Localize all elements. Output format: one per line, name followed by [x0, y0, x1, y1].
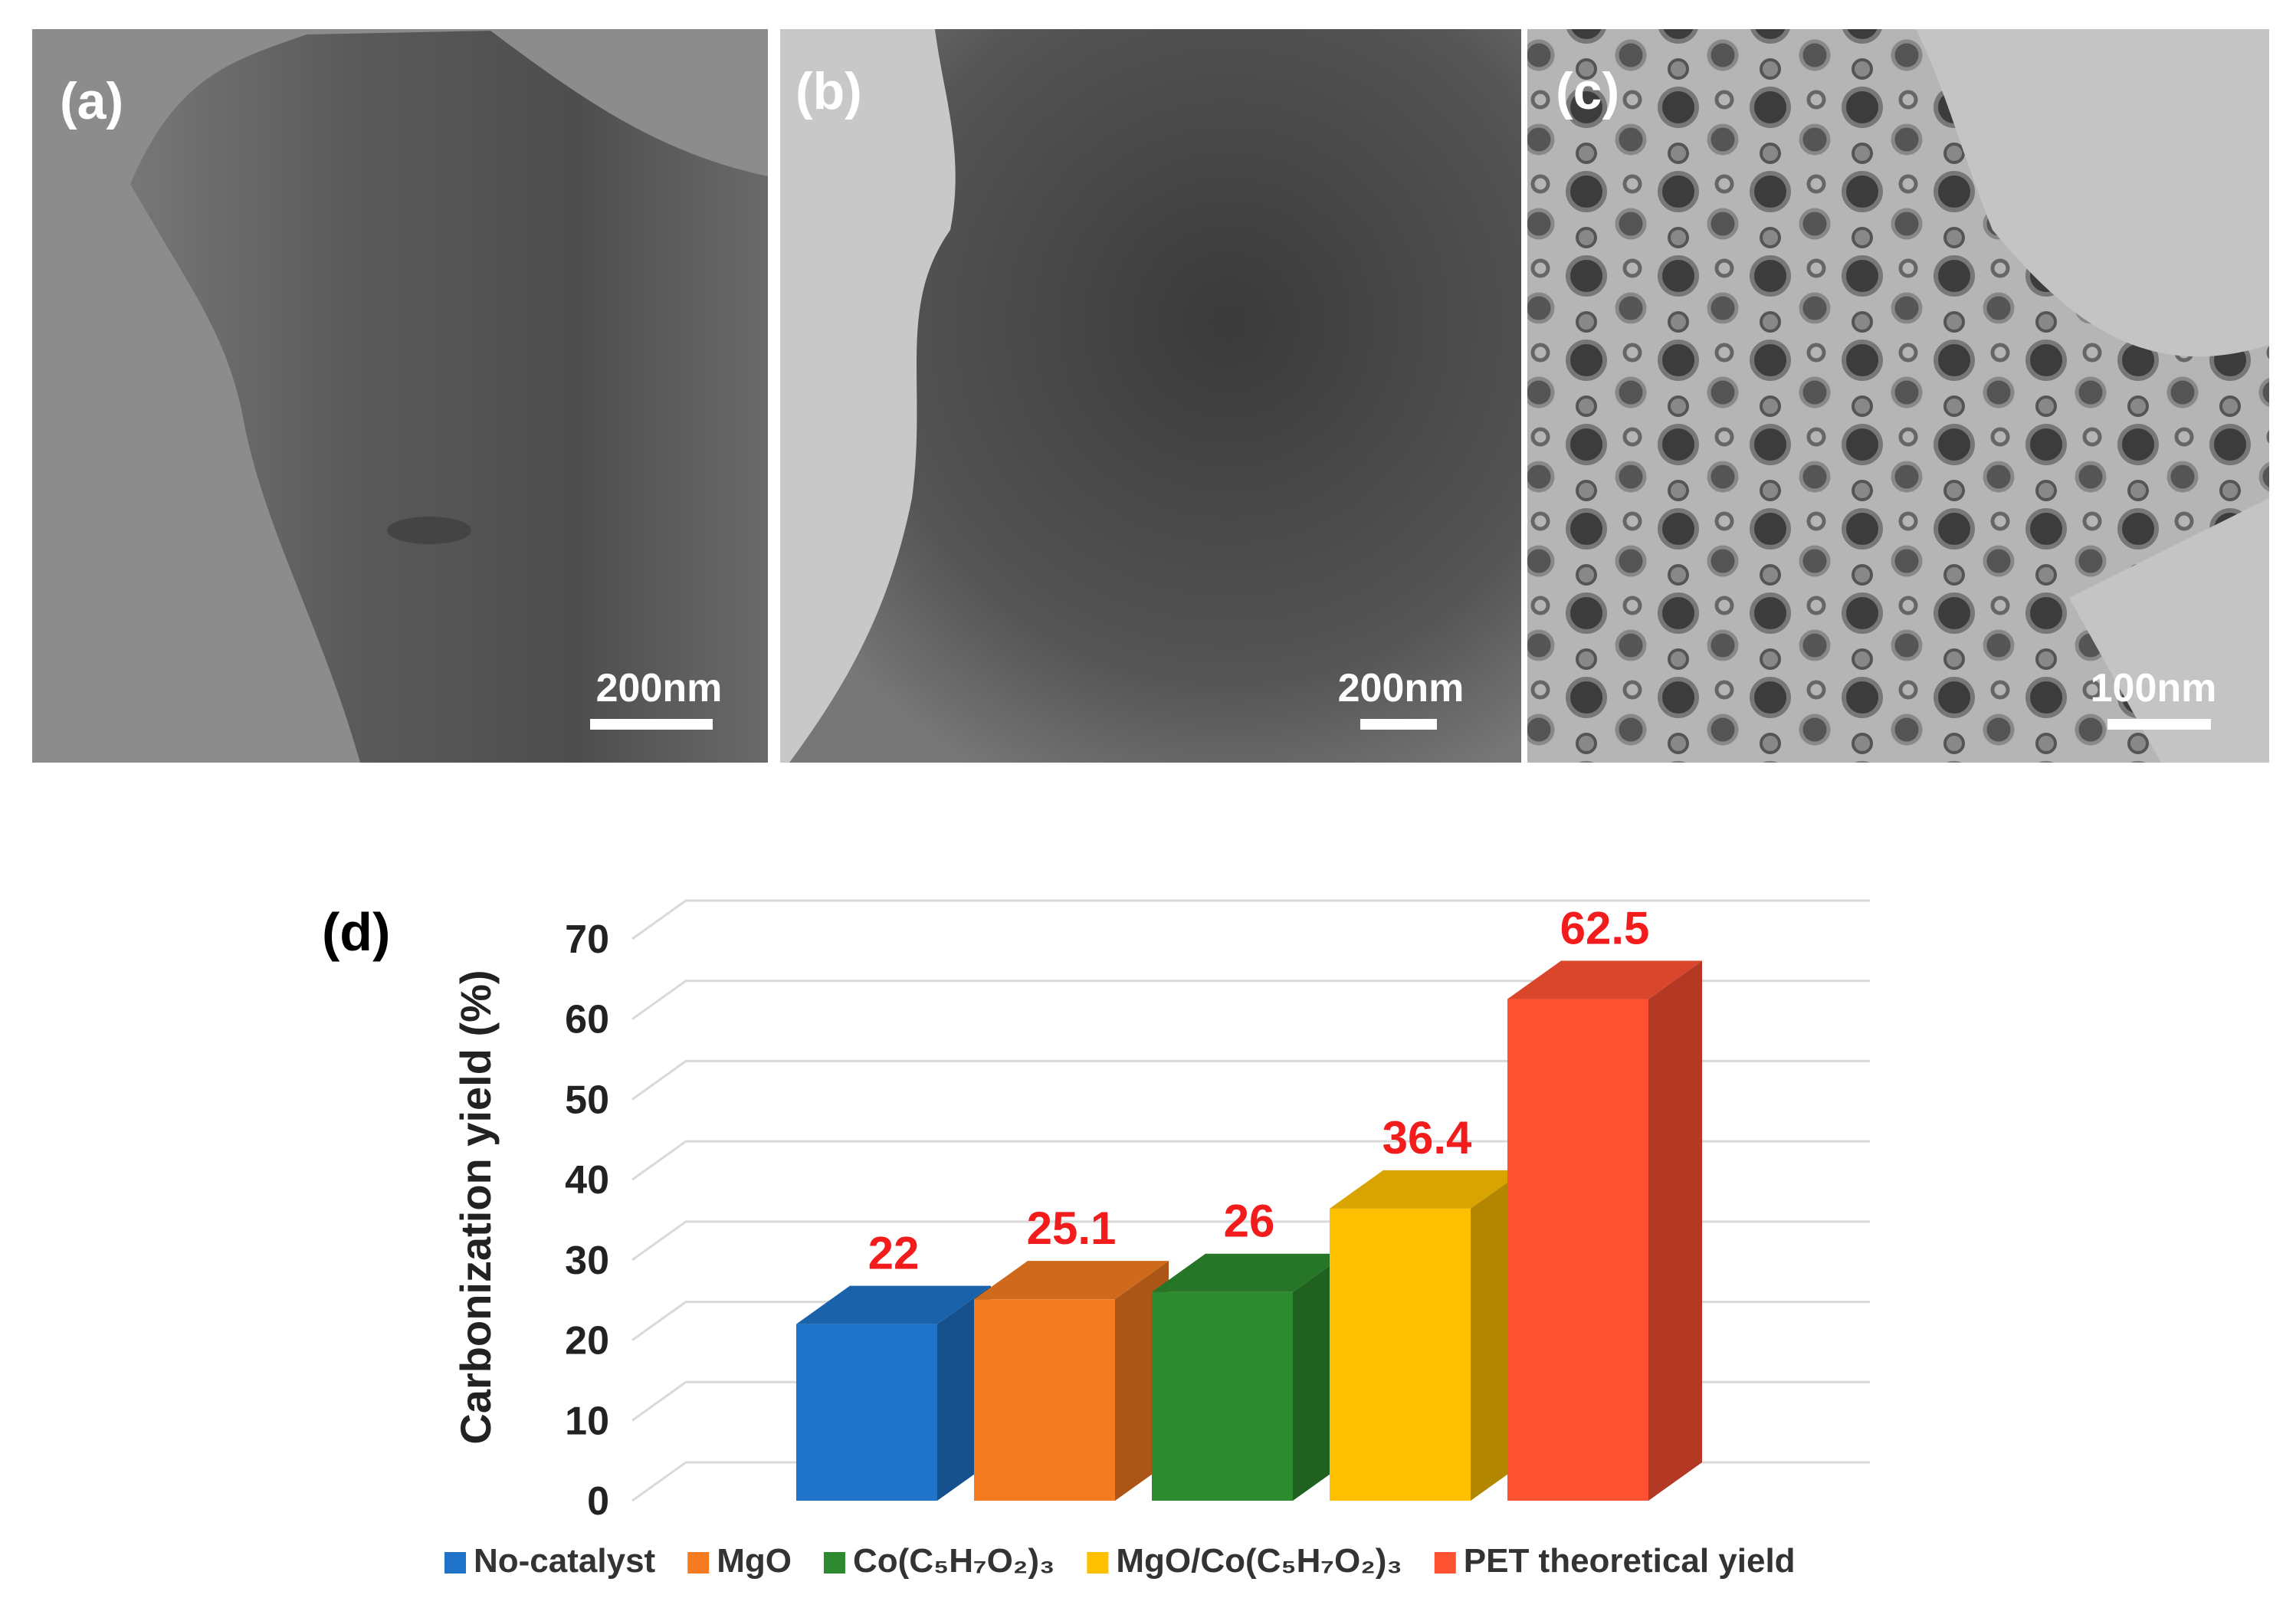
legend-label: Co(C₅H₇O₂)₃ — [853, 1542, 1055, 1580]
bar-top — [1152, 1253, 1346, 1292]
bar — [1330, 1170, 1524, 1501]
legend-label: MgO — [717, 1542, 792, 1580]
y-axis-label: Carbonization yield (%) — [451, 970, 500, 1444]
y-tick-label: 40 — [565, 1158, 609, 1203]
scale-bar — [1360, 719, 1437, 730]
bar-chart: (d) Carbonization yield (%) 0 10 20 30 40 50 60 7… — [322, 899, 1870, 1580]
legend-swatch — [444, 1552, 466, 1574]
y-tick-label: 60 — [565, 998, 609, 1042]
tem-background — [1916, 29, 2269, 357]
scale-bar — [2107, 719, 2211, 730]
scale-bar-label: 100nm — [2091, 666, 2217, 710]
legend-swatch — [687, 1552, 710, 1574]
panel-b: (b) 200nm — [780, 29, 1521, 763]
bar-front — [974, 1299, 1115, 1501]
legend-swatch — [823, 1552, 845, 1574]
scale-bar — [590, 719, 713, 730]
panel-label: (b) — [795, 62, 862, 120]
grid-line — [631, 1140, 1870, 1181]
bar — [1152, 1253, 1346, 1501]
bar — [1507, 960, 1702, 1501]
legend-swatch — [1434, 1552, 1456, 1574]
tem-specimen — [789, 29, 1521, 763]
y-tick-label: 30 — [565, 1239, 609, 1283]
legend-label: No-catalyst — [474, 1542, 656, 1580]
bar-front — [1507, 999, 1648, 1501]
y-tick-label: 0 — [587, 1479, 609, 1524]
data-label: 22 — [868, 1228, 920, 1279]
data-label: 26 — [1224, 1196, 1275, 1247]
scale-bar-label: 200nm — [596, 666, 723, 710]
panel-label: (c) — [1556, 62, 1619, 120]
bar — [974, 1261, 1169, 1501]
bar-front — [1152, 1291, 1293, 1501]
bar-top — [1507, 960, 1702, 999]
tem-specimen — [130, 31, 768, 763]
data-label: 62.5 — [1560, 903, 1650, 954]
y-tick-label: 20 — [565, 1319, 609, 1364]
legend-swatch — [1087, 1552, 1109, 1574]
legend-label: MgO/Co(C₅H₇O₂)₃ — [1116, 1542, 1402, 1580]
tem-feature — [387, 517, 471, 544]
data-label: 36.4 — [1383, 1112, 1472, 1163]
tem-background — [2069, 498, 2269, 763]
panel-label: (a) — [60, 72, 123, 130]
legend-label: PET theoretical yield — [1464, 1542, 1796, 1580]
bar-front — [796, 1324, 937, 1501]
bar-top — [796, 1285, 991, 1324]
bar-top — [974, 1261, 1169, 1300]
panel-a: (a) 200nm — [32, 29, 768, 763]
grid-line — [631, 899, 1870, 940]
scale-bar-label: 200nm — [1338, 666, 1465, 710]
grid-line — [631, 980, 1870, 1020]
bar-side — [1648, 960, 1702, 1501]
y-tick-label: 10 — [565, 1399, 609, 1443]
panel-label: (d) — [322, 902, 390, 962]
grid-line — [631, 1059, 1870, 1101]
bar-top — [1330, 1170, 1524, 1209]
bar — [796, 1285, 991, 1501]
y-tick-label: 50 — [565, 1078, 609, 1122]
y-tick-label: 70 — [565, 917, 609, 962]
bar-front — [1330, 1208, 1471, 1501]
data-label: 25.1 — [1027, 1203, 1117, 1254]
panel-c: (c) 100nm — [1527, 29, 2269, 763]
